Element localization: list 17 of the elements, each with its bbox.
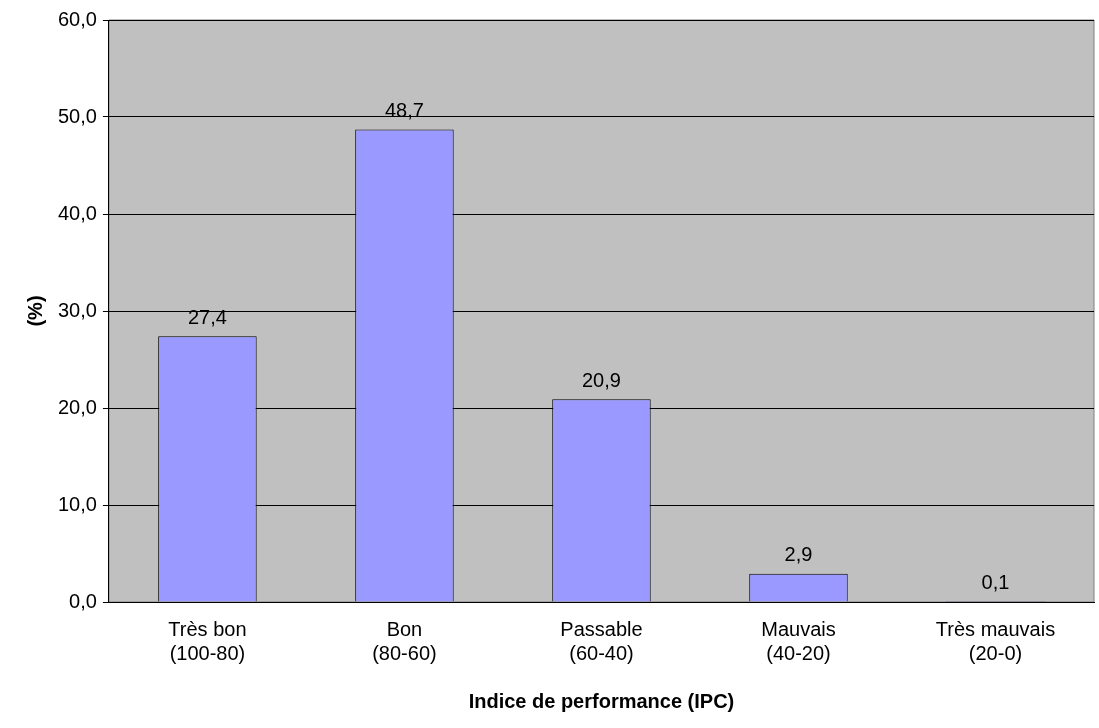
data-label: 0,1 — [981, 570, 1010, 593]
y-tick-label: 40,0 — [57, 201, 97, 224]
data-label: 2,9 — [784, 543, 813, 566]
data-label: 20,9 — [581, 368, 621, 391]
y-tick-label: 30,0 — [57, 298, 97, 321]
x-tick-label: Passable (60-40) — [560, 617, 643, 664]
y-axis-title: (%) — [23, 295, 46, 327]
x-axis-title: Indice de performance (IPC) — [468, 689, 735, 712]
y-tick-label: 50,0 — [57, 104, 97, 127]
x-tick-label: Bon (80-60) — [372, 617, 437, 664]
y-tick-label: 0,0 — [69, 589, 97, 612]
x-tick-label: Très mauvais (20-0) — [935, 617, 1056, 664]
x-tick-label: Très bon (100-80) — [168, 617, 247, 664]
y-tick-label: 60,0 — [57, 7, 97, 30]
y-tick-label: 10,0 — [57, 492, 97, 515]
x-tick-label: Mauvais (40-20) — [761, 617, 836, 664]
y-tick-label: 20,0 — [57, 395, 97, 418]
